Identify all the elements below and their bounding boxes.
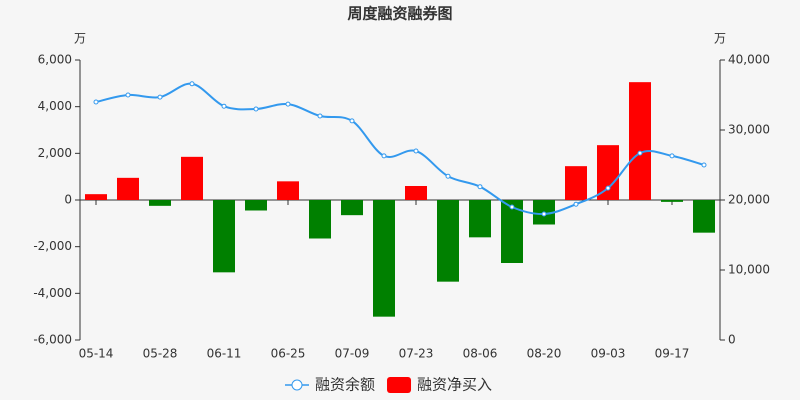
bar (693, 200, 715, 233)
line-point (413, 148, 419, 154)
line-point (285, 101, 291, 107)
line-point (221, 103, 227, 109)
y2-tick-label: 40,000 (728, 53, 770, 67)
bar (213, 200, 235, 273)
y-tick-label: 2,000 (38, 146, 72, 160)
bar (661, 200, 683, 202)
line-point (349, 118, 355, 124)
legend-swatch (291, 379, 303, 391)
y-unit: 万 (74, 32, 86, 46)
bar (501, 200, 523, 263)
line-point (93, 99, 99, 105)
bar (85, 194, 107, 200)
x-tick-label: 09-17 (655, 347, 690, 361)
line-point (509, 204, 515, 210)
bar (469, 200, 491, 238)
line-point (701, 162, 707, 168)
bar (405, 186, 427, 200)
x-tick-label: 09-03 (591, 347, 626, 361)
chart-title: 周度融资融券图 (347, 5, 452, 23)
x-tick-label: 08-20 (527, 347, 562, 361)
x-tick-label: 08-06 (463, 347, 498, 361)
line-point (125, 92, 131, 98)
y2-tick-label: 0 (728, 333, 736, 347)
line-point (541, 211, 547, 217)
bar (245, 200, 267, 211)
line-point (477, 184, 483, 190)
line-point (605, 185, 611, 191)
y-tick-label: -4,000 (33, 286, 72, 300)
bar (277, 181, 299, 200)
bar (117, 177, 139, 200)
y-tick-label: 6,000 (38, 53, 72, 67)
legend-label: 融资净买入 (417, 376, 492, 394)
x-tick-label: 07-09 (335, 347, 370, 361)
x-tick-label: 06-25 (271, 347, 306, 361)
y-tick-label: -2,000 (33, 239, 72, 253)
bar (437, 200, 459, 282)
x-tick-label: 06-11 (207, 347, 242, 361)
bar (597, 145, 619, 200)
legend-swatch (387, 377, 412, 393)
line-point (253, 106, 259, 112)
line-point (573, 201, 579, 207)
bar (149, 200, 171, 206)
line-point (189, 81, 195, 87)
line-point (669, 153, 675, 159)
line-point (445, 173, 451, 179)
bar (565, 166, 587, 200)
line (95, 82, 705, 216)
line-point (637, 150, 643, 156)
x-tick-label: 07-23 (399, 347, 434, 361)
x-tick-label: 05-28 (143, 347, 178, 361)
bar (181, 156, 203, 200)
y2-unit: 万 (714, 32, 726, 46)
y2-tick-label: 30,000 (728, 123, 770, 137)
y2-tick-label: 20,000 (728, 193, 770, 207)
y-tick-label: 4,000 (38, 99, 72, 113)
line-point (381, 153, 387, 159)
y2-tick-label: 10,000 (728, 263, 770, 277)
bar (309, 200, 331, 239)
legend-label: 融资余额 (315, 376, 375, 394)
bar (341, 200, 363, 216)
bar (373, 200, 395, 317)
y-tick-label: -6,000 (33, 333, 72, 347)
x-tick-label: 05-14 (79, 347, 114, 361)
line-point (157, 94, 163, 100)
line-point (317, 113, 323, 119)
y-tick-label: 0 (64, 193, 72, 207)
bar (629, 82, 651, 200)
